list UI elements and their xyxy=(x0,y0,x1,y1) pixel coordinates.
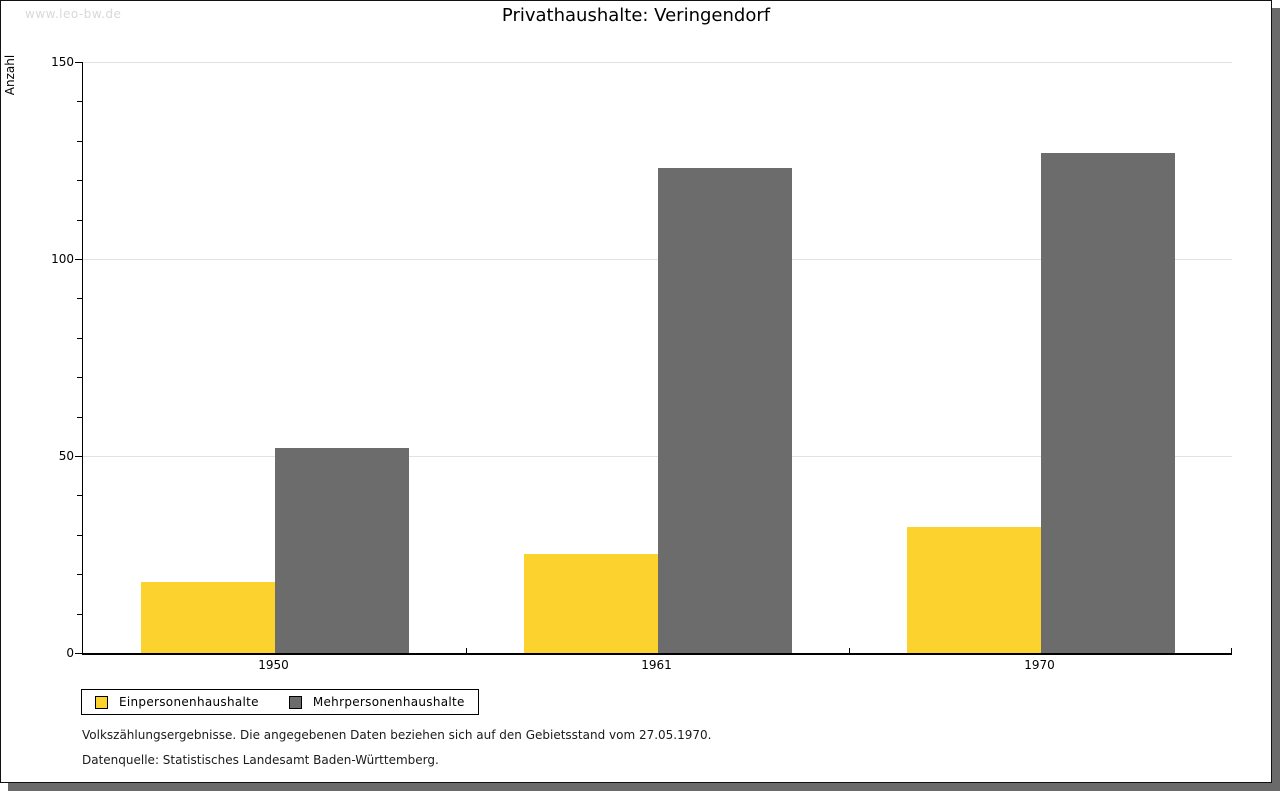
bar xyxy=(274,448,409,653)
x-axis-tick xyxy=(849,648,850,653)
y-axis-tick xyxy=(75,62,82,63)
y-axis-minor-tick xyxy=(77,101,82,103)
bar xyxy=(140,582,275,653)
bar xyxy=(906,527,1041,653)
legend-swatch-0 xyxy=(95,695,108,709)
x-axis-tick xyxy=(1231,648,1232,653)
y-axis-minor-tick xyxy=(77,377,82,379)
legend-item-einpersonenhaushalte: Einpersonenhaushalte xyxy=(95,695,259,709)
y-axis-minor-tick xyxy=(77,495,82,497)
y-axis-minor-tick xyxy=(77,140,82,142)
legend-label: Einpersonenhaushalte xyxy=(119,695,259,709)
y-axis-title: Anzahl xyxy=(3,54,17,96)
y-axis-minor-tick xyxy=(77,416,82,418)
y-axis-minor-tick xyxy=(77,180,82,182)
y-axis-minor-tick xyxy=(77,219,82,221)
y-axis-tick xyxy=(75,653,82,654)
legend-label: Mehrpersonenhaushalte xyxy=(312,695,465,709)
watermark: www.leo-bw.de xyxy=(25,7,122,21)
y-axis-minor-tick xyxy=(77,337,82,339)
y-axis-minor-tick xyxy=(77,574,82,576)
x-axis-category-label: 1961 xyxy=(641,658,672,672)
bar xyxy=(1040,153,1175,653)
x-axis-category-label: 1950 xyxy=(258,658,289,672)
y-axis-tick-label: 150 xyxy=(51,55,74,69)
footnote-data-source: Datenquelle: Statistisches Landesamt Bad… xyxy=(82,753,439,767)
bar xyxy=(523,554,658,653)
x-axis-category-label: 1970 xyxy=(1024,658,1055,672)
y-axis-tick xyxy=(75,456,82,457)
y-axis-minor-tick xyxy=(77,298,82,300)
plot-area xyxy=(82,62,1232,655)
gridline xyxy=(83,62,1232,63)
legend-swatch-1 xyxy=(288,695,302,709)
x-axis-tick xyxy=(466,648,467,653)
chart-title: Privathaushalte: Veringendorf xyxy=(501,5,771,26)
legend: Einpersonenhaushalte Mehrpersonenhaushal… xyxy=(81,689,479,715)
y-axis-minor-tick xyxy=(77,534,82,536)
y-axis-tick-label: 0 xyxy=(66,646,74,660)
footnote-source-note: Volkszählungsergebnisse. Die angegebenen… xyxy=(82,728,712,742)
y-axis-tick-label: 100 xyxy=(51,252,74,266)
legend-item-mehrpersonenhaushalte: Mehrpersonenhaushalte xyxy=(288,695,465,709)
y-axis-tick xyxy=(75,259,82,260)
y-axis-minor-tick xyxy=(77,613,82,615)
bar xyxy=(657,168,792,653)
y-axis-tick-label: 50 xyxy=(58,449,74,463)
